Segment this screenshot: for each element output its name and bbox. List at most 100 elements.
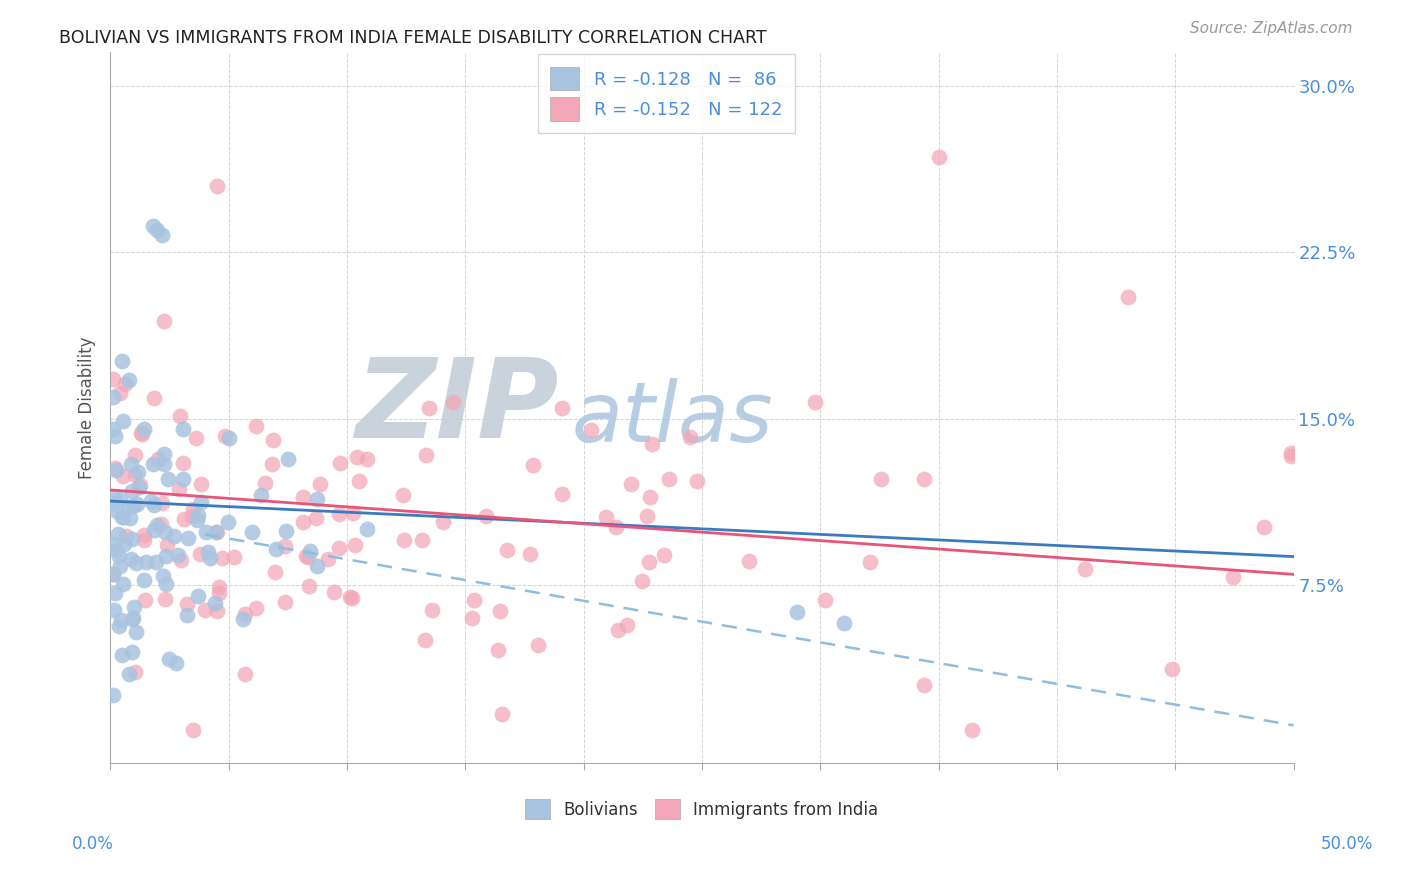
Point <box>262 433 284 447</box>
Point <box>392 533 415 547</box>
Point <box>495 542 517 557</box>
Point <box>356 522 378 536</box>
Point <box>274 524 297 538</box>
Point <box>153 447 176 461</box>
Point <box>912 678 935 692</box>
Point <box>121 611 143 625</box>
Point <box>411 533 433 547</box>
Point <box>114 376 136 391</box>
Point <box>142 457 165 471</box>
Point <box>316 552 339 566</box>
Point <box>208 586 231 600</box>
Point <box>103 496 125 510</box>
Point <box>163 529 186 543</box>
Point <box>150 227 173 242</box>
Point <box>150 496 173 510</box>
Point <box>298 544 321 558</box>
Point <box>204 596 226 610</box>
Point <box>124 448 146 462</box>
Point <box>134 533 156 547</box>
Point <box>250 488 273 502</box>
Point <box>101 566 124 581</box>
Point <box>298 579 321 593</box>
Point <box>101 391 124 405</box>
Point <box>156 472 179 486</box>
Point <box>638 555 661 569</box>
Point <box>103 602 125 616</box>
Point <box>205 178 228 193</box>
Point <box>347 475 370 489</box>
Point <box>859 555 882 569</box>
Point <box>187 589 209 603</box>
Point <box>146 517 169 532</box>
Point <box>631 574 654 588</box>
Point <box>245 419 267 434</box>
Point <box>108 558 131 573</box>
Point <box>832 616 855 631</box>
Point <box>146 451 169 466</box>
Point <box>145 555 167 569</box>
Point <box>340 591 363 606</box>
Point <box>305 510 328 524</box>
Point <box>112 576 135 591</box>
Point <box>342 506 364 520</box>
Point <box>112 414 135 428</box>
Point <box>181 501 204 516</box>
Point <box>305 558 328 573</box>
Text: 50.0%: 50.0% <box>1320 835 1374 853</box>
Point <box>522 458 544 473</box>
Point <box>122 611 145 625</box>
Point <box>173 512 195 526</box>
Point <box>679 430 702 444</box>
Point <box>111 648 134 662</box>
Legend: Bolivians, Immigrants from India: Bolivians, Immigrants from India <box>519 792 886 826</box>
Point <box>184 431 207 445</box>
Point <box>273 594 295 608</box>
Point <box>150 516 173 531</box>
Point <box>233 607 256 621</box>
Point <box>1279 450 1302 464</box>
Point <box>344 538 367 552</box>
Point <box>211 551 233 566</box>
Point <box>129 478 152 492</box>
Point <box>134 592 156 607</box>
Point <box>205 604 228 618</box>
Point <box>135 555 157 569</box>
Point <box>132 422 155 436</box>
Point <box>104 463 127 477</box>
Point <box>170 553 193 567</box>
Point <box>475 508 498 523</box>
Point <box>177 531 200 545</box>
Point <box>595 509 617 524</box>
Point <box>172 456 194 470</box>
Point <box>786 605 808 619</box>
Point <box>912 472 935 486</box>
Point <box>551 401 574 416</box>
Point <box>111 353 134 368</box>
Point <box>297 549 319 564</box>
Point <box>356 452 378 467</box>
Point <box>616 618 638 632</box>
Point <box>104 585 127 599</box>
Point <box>104 429 127 443</box>
Point <box>131 427 153 442</box>
Point <box>814 592 837 607</box>
Point <box>218 431 240 445</box>
Point <box>294 549 316 563</box>
Point <box>418 401 440 415</box>
Point <box>108 549 131 564</box>
Point <box>233 666 256 681</box>
Point <box>527 638 550 652</box>
Point <box>101 422 124 436</box>
Point <box>129 425 152 440</box>
Point <box>122 499 145 513</box>
Point <box>128 480 150 494</box>
Point <box>176 598 198 612</box>
Point <box>124 467 146 482</box>
Point <box>277 452 299 467</box>
Point <box>636 509 658 524</box>
Point <box>172 422 194 436</box>
Point <box>104 461 127 475</box>
Point <box>180 509 202 524</box>
Point <box>328 541 350 555</box>
